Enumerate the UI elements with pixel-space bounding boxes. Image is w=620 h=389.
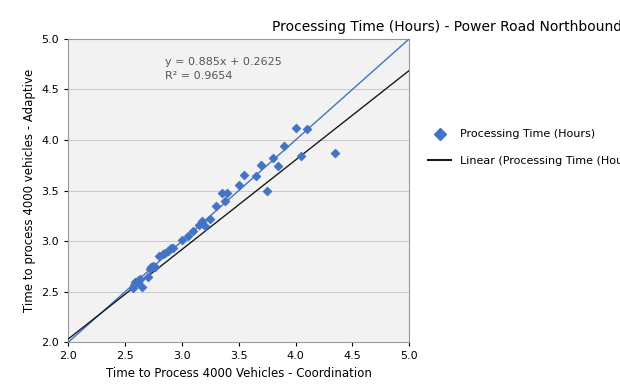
Point	[200, 223, 210, 229]
Point	[197, 218, 207, 224]
Point	[296, 153, 306, 159]
Point	[130, 279, 140, 285]
Point	[154, 253, 164, 259]
Point	[188, 228, 198, 234]
Point	[262, 187, 272, 194]
Point	[182, 233, 192, 239]
Point	[129, 282, 139, 288]
Point	[205, 216, 215, 222]
Point	[223, 189, 232, 196]
Point	[250, 173, 260, 180]
Text: R² = 0.9654: R² = 0.9654	[165, 71, 232, 81]
X-axis label: Time to Process 4000 Vehicles - Coordination: Time to Process 4000 Vehicles - Coordina…	[106, 367, 371, 380]
Point	[168, 245, 178, 251]
Point	[137, 284, 147, 290]
Point	[166, 245, 175, 251]
Point	[128, 285, 138, 291]
Point	[148, 263, 158, 270]
Point	[143, 273, 153, 280]
Legend: Processing Time (Hours), Linear (Processing Time (Hours)): Processing Time (Hours), Linear (Process…	[428, 130, 620, 166]
Point	[273, 163, 283, 170]
Point	[157, 251, 167, 258]
Point	[291, 125, 301, 131]
Point	[257, 162, 267, 168]
Point	[234, 181, 244, 187]
Point	[133, 279, 143, 285]
Point	[134, 277, 144, 283]
Point	[279, 143, 289, 149]
Point	[149, 265, 159, 271]
Point	[131, 279, 141, 285]
Point	[330, 150, 340, 156]
Point	[160, 250, 170, 256]
Point	[194, 222, 204, 228]
Point	[268, 155, 278, 161]
Point	[239, 172, 249, 179]
Y-axis label: Time to process 4000 vehicles - Adaptive: Time to process 4000 vehicles - Adaptive	[23, 69, 36, 312]
Point	[211, 203, 221, 209]
Point	[135, 275, 145, 282]
Text: y = 0.885x + 0.2625: y = 0.885x + 0.2625	[165, 57, 281, 67]
Point	[163, 248, 173, 254]
Point	[145, 266, 155, 273]
Point	[217, 189, 227, 196]
Point	[220, 198, 230, 204]
Title: Processing Time (Hours) - Power Road Northbound at Superstition Springs: Processing Time (Hours) - Power Road Nor…	[272, 19, 620, 33]
Point	[302, 126, 312, 132]
Point	[146, 265, 156, 271]
Point	[177, 237, 187, 243]
